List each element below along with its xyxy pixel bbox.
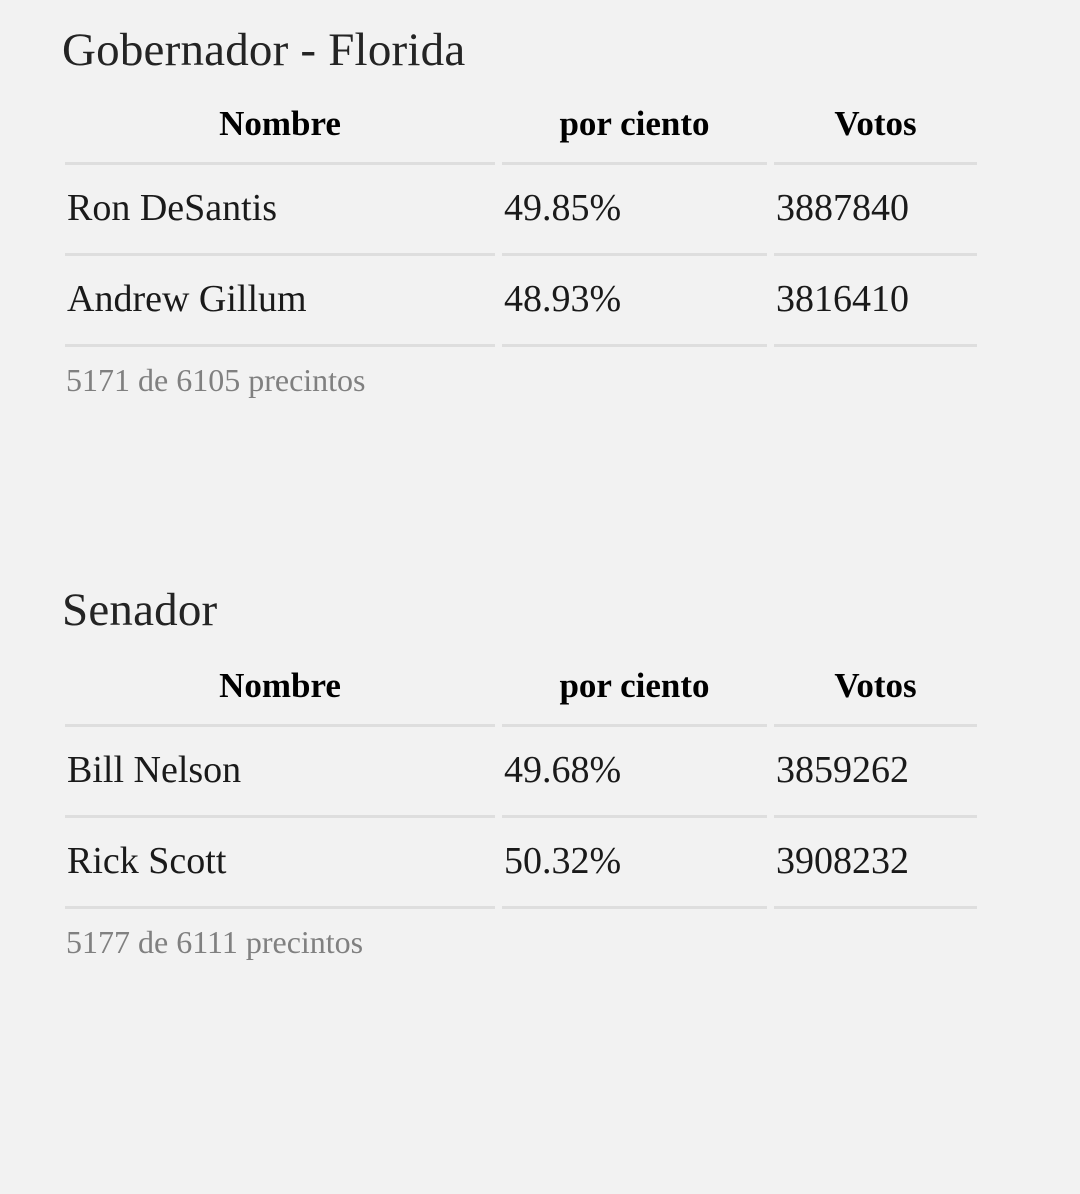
results-table-gobernador: Nombre por ciento Votos Ron DeSantis 49.… xyxy=(58,104,984,347)
candidate-percent: 49.85% xyxy=(502,165,767,256)
race-section-gobernador: Gobernador - Florida Nombre por ciento V… xyxy=(0,0,1080,399)
page-title: Gobernador - Florida xyxy=(62,24,466,76)
column-header-por-ciento: por ciento xyxy=(502,104,767,166)
table-header-senador: Nombre por ciento Votos xyxy=(65,666,977,728)
candidate-name: Rick Scott xyxy=(65,818,495,909)
column-header-nombre: Nombre xyxy=(65,104,495,166)
table-header-row: Nombre por ciento Votos xyxy=(65,104,977,166)
table-body-gobernador: Ron DeSantis 49.85% 3887840 Andrew Gillu… xyxy=(65,165,977,347)
precincts-reporting-status: 5177 de 6111 precintos xyxy=(66,923,364,960)
gobernador-title-wrap: Gobernador - Florida xyxy=(62,0,1015,74)
table-row: Ron DeSantis 49.85% 3887840 xyxy=(65,165,977,256)
table-row: Bill Nelson 49.68% 3859262 xyxy=(65,727,977,818)
table-body-senador: Bill Nelson 49.68% 3859262 Rick Scott 50… xyxy=(65,727,977,909)
column-header-votos: Votos xyxy=(774,104,977,166)
candidate-percent: 50.32% xyxy=(502,818,767,909)
senador-table-wrap: Nombre por ciento Votos Bill Nelson 49.6… xyxy=(62,634,1015,961)
candidate-percent: 48.93% xyxy=(502,256,767,347)
table-row: Rick Scott 50.32% 3908232 xyxy=(65,818,977,909)
gobernador-table-wrap: Nombre por ciento Votos Ron DeSantis 49.… xyxy=(62,74,1015,399)
candidate-votes: 3859262 xyxy=(774,727,977,818)
candidate-name: Ron DeSantis xyxy=(65,165,495,256)
column-header-votos: Votos xyxy=(774,666,977,728)
table-header-row: Nombre por ciento Votos xyxy=(65,666,977,728)
candidate-votes: 3908232 xyxy=(774,818,977,909)
candidate-name: Bill Nelson xyxy=(65,727,495,818)
section-spacer xyxy=(0,399,1080,587)
race-section-senador: Senador Nombre por ciento Votos xyxy=(0,587,1080,961)
candidate-votes: 3816410 xyxy=(774,256,977,347)
results-table-senador: Nombre por ciento Votos Bill Nelson 49.6… xyxy=(58,666,984,909)
candidate-votes: 3887840 xyxy=(774,165,977,256)
section-title-senador: Senador xyxy=(62,584,218,637)
table-header-gobernador: Nombre por ciento Votos xyxy=(65,104,977,166)
precincts-reporting-status: 5171 de 6105 precintos xyxy=(66,361,366,398)
candidate-percent: 49.68% xyxy=(502,727,767,818)
column-header-por-ciento: por ciento xyxy=(502,666,767,728)
candidate-name: Andrew Gillum xyxy=(65,256,495,347)
table-row: Andrew Gillum 48.93% 3816410 xyxy=(65,256,977,347)
column-header-nombre: Nombre xyxy=(65,666,495,728)
